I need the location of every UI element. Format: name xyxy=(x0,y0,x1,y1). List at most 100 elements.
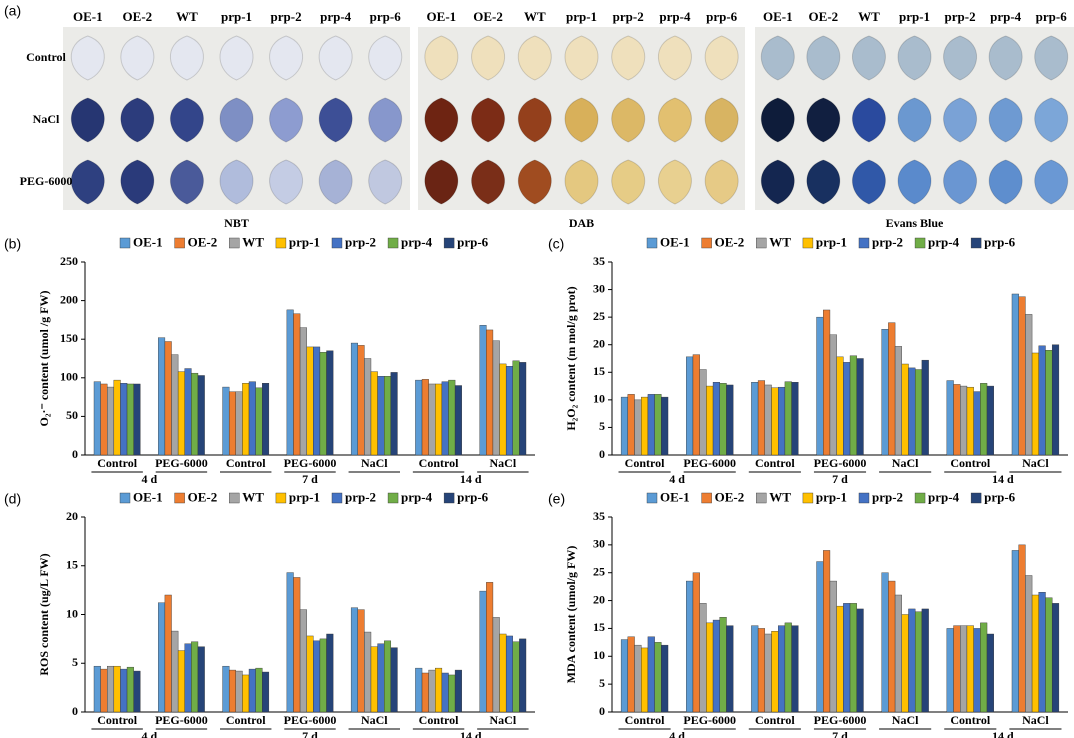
x-tick-label: NaCl xyxy=(892,713,919,727)
y-tick-label: 100 xyxy=(60,370,78,384)
bar xyxy=(817,562,824,712)
bar xyxy=(655,642,662,712)
legend-label: prp-1 xyxy=(289,234,320,249)
bar xyxy=(726,626,733,712)
x-tick-label: Control xyxy=(625,456,665,470)
bar xyxy=(480,325,487,455)
legend-swatch xyxy=(388,238,398,248)
bar xyxy=(223,666,230,712)
bar xyxy=(758,628,765,712)
legend-swatch xyxy=(915,493,925,503)
bar xyxy=(882,573,889,712)
legend-swatch xyxy=(229,238,239,248)
column-label: prp-2 xyxy=(613,9,644,24)
legend-swatch xyxy=(971,493,981,503)
legend-swatch xyxy=(647,493,657,503)
x-tick-label: NaCl xyxy=(361,456,388,470)
period-label: 14 d xyxy=(460,729,482,738)
period-label: 7 d xyxy=(832,472,848,486)
bar xyxy=(351,343,358,455)
column-label: OE-1 xyxy=(73,9,103,24)
legend-label: WT xyxy=(769,489,791,504)
y-tick-label: 5 xyxy=(599,676,605,690)
bar xyxy=(307,636,314,712)
y-tick-label: 0 xyxy=(72,704,78,718)
bar xyxy=(895,595,902,712)
bar xyxy=(713,382,720,455)
legend-swatch xyxy=(444,493,454,503)
bar xyxy=(1012,550,1019,712)
legend-label: prp-1 xyxy=(816,489,847,504)
legend-label: prp-6 xyxy=(457,489,489,504)
bar xyxy=(947,381,954,455)
period-label: 14 d xyxy=(992,729,1014,738)
bar xyxy=(198,375,205,455)
bar xyxy=(191,642,198,712)
bar xyxy=(127,384,134,455)
bar xyxy=(772,631,779,712)
x-tick-label: Control xyxy=(419,456,459,470)
y-tick-label: 15 xyxy=(66,558,78,572)
bar xyxy=(351,608,358,712)
legend-swatch xyxy=(276,238,286,248)
legend-label: WT xyxy=(769,234,791,249)
period-label: 7 d xyxy=(302,472,318,486)
bar xyxy=(198,647,205,712)
panel-label: (d) xyxy=(4,491,21,507)
x-tick-label: NaCl xyxy=(1022,456,1049,470)
bar xyxy=(101,669,108,712)
bar xyxy=(1019,297,1026,455)
bar xyxy=(635,400,642,455)
bar xyxy=(661,397,668,455)
bar xyxy=(127,667,134,712)
bar xyxy=(293,314,300,455)
bar xyxy=(236,392,243,455)
bar xyxy=(513,361,520,455)
bar xyxy=(506,366,513,455)
legend-swatch xyxy=(332,493,342,503)
bar xyxy=(300,610,307,712)
x-tick-label: NaCl xyxy=(892,456,919,470)
column-label: prp-6 xyxy=(706,9,738,24)
column-label: OE-2 xyxy=(809,9,839,24)
legend-label: OE-2 xyxy=(715,234,745,249)
bar xyxy=(785,623,792,712)
bar xyxy=(720,383,727,455)
column-label: OE-1 xyxy=(427,9,457,24)
bar xyxy=(165,342,172,455)
bar xyxy=(185,369,192,455)
legend-swatch xyxy=(120,493,130,503)
column-label: prp-4 xyxy=(320,9,352,24)
column-label: prp-2 xyxy=(945,9,976,24)
row-label: Control xyxy=(26,50,66,64)
bar xyxy=(751,626,758,712)
bar xyxy=(888,323,895,455)
x-tick-label: Control xyxy=(226,456,266,470)
bar xyxy=(435,668,442,712)
y-tick-label: 0 xyxy=(599,447,605,461)
bar xyxy=(888,581,895,712)
y-tick-label: 25 xyxy=(593,309,605,323)
column-label: OE-1 xyxy=(763,9,793,24)
bar xyxy=(327,351,334,455)
bar xyxy=(967,626,974,712)
bar xyxy=(519,362,526,455)
bar xyxy=(837,357,844,455)
bar xyxy=(843,603,850,712)
bar xyxy=(455,670,462,712)
bar xyxy=(178,651,185,712)
period-label: 7 d xyxy=(832,729,848,738)
y-tick-label: 15 xyxy=(593,364,605,378)
legend-label: prp-1 xyxy=(289,489,320,504)
legend-swatch xyxy=(756,493,766,503)
y-axis-label: MDA content (umol/g FW) xyxy=(564,546,578,684)
legend-label: prp-4 xyxy=(401,489,433,504)
x-tick-label: PEG-6000 xyxy=(284,713,337,727)
bar xyxy=(908,609,915,712)
column-label: WT xyxy=(858,9,880,24)
bar xyxy=(648,394,655,455)
bar xyxy=(384,376,391,455)
bar xyxy=(648,637,655,712)
x-tick-label: Control xyxy=(755,713,795,727)
bar xyxy=(493,617,500,712)
